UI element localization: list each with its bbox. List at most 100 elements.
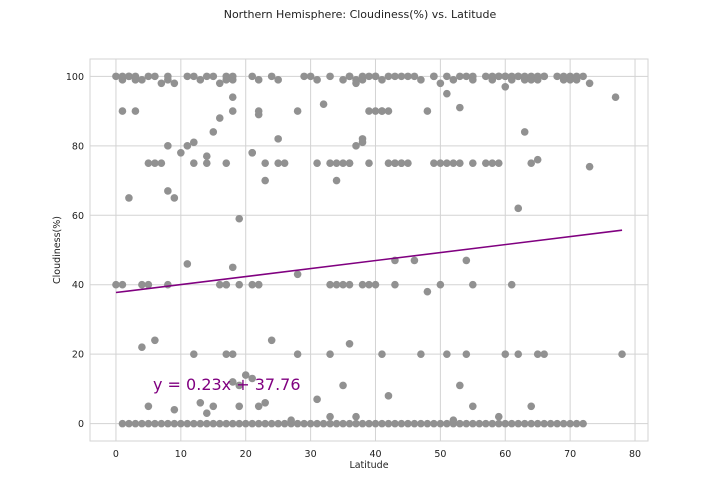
data-point — [326, 72, 334, 81]
data-point — [384, 392, 393, 400]
data-point — [527, 72, 536, 81]
data-point — [339, 280, 347, 289]
data-point — [494, 412, 503, 421]
data-point — [410, 419, 419, 428]
data-point — [443, 72, 451, 81]
data-point — [196, 419, 205, 428]
data-point — [345, 72, 354, 81]
data-point — [456, 419, 464, 428]
data-point — [131, 72, 140, 81]
data-point — [118, 107, 127, 115]
data-point — [527, 419, 536, 428]
data-point — [501, 419, 510, 428]
data-point — [417, 350, 425, 358]
data-point — [436, 419, 445, 428]
data-point — [579, 419, 587, 428]
x-tick-label: 30 — [305, 449, 317, 460]
data-point — [540, 350, 548, 358]
data-point — [423, 287, 432, 296]
data-point — [326, 419, 334, 428]
x-tick-label: 0 — [113, 449, 119, 460]
data-point — [209, 419, 218, 428]
x-tick-label: 50 — [434, 449, 446, 460]
y-tick-label: 80 — [72, 141, 84, 152]
data-point — [164, 419, 172, 428]
data-point — [378, 107, 386, 115]
data-point — [190, 159, 198, 167]
data-point — [151, 72, 159, 81]
data-point — [274, 135, 282, 143]
data-point — [618, 350, 626, 358]
data-point — [501, 350, 510, 358]
regression-equation: y = 0.23x + 37.76 — [153, 375, 301, 394]
data-point — [391, 419, 399, 428]
data-point — [514, 350, 523, 358]
data-point — [553, 72, 561, 81]
data-point — [157, 159, 166, 167]
data-point — [533, 419, 542, 428]
data-point — [248, 419, 257, 428]
data-point — [177, 148, 185, 157]
chart-title: Northern Hemisphere: Cloudiness(%) vs. L… — [224, 8, 497, 21]
data-point — [131, 419, 140, 428]
data-point — [144, 280, 153, 289]
data-point — [566, 76, 574, 84]
data-point — [494, 159, 503, 167]
data-point — [222, 419, 231, 428]
data-point — [274, 159, 282, 167]
data-point — [443, 419, 451, 428]
data-point — [611, 93, 620, 101]
data-point — [332, 280, 341, 289]
data-point — [462, 72, 471, 81]
data-point — [170, 194, 179, 202]
data-point — [494, 419, 503, 428]
data-point — [430, 159, 438, 167]
data-point — [326, 350, 334, 358]
data-point — [254, 76, 263, 84]
data-point — [151, 159, 159, 167]
regression-line — [115, 229, 623, 294]
x-tick-labels: 0 10 20 30 40 50 60 70 80 — [113, 449, 641, 460]
data-point — [157, 419, 166, 428]
data-point — [112, 280, 120, 289]
data-point — [456, 381, 464, 390]
data-point — [313, 419, 321, 428]
data-point — [326, 280, 334, 289]
data-point — [267, 336, 276, 345]
data-point — [170, 419, 179, 428]
data-point — [228, 107, 237, 115]
data-point — [287, 416, 295, 424]
data-point — [436, 79, 445, 88]
x-tick-label: 70 — [564, 449, 576, 460]
data-point — [261, 399, 269, 407]
data-point — [202, 419, 211, 428]
y-tick-label: 60 — [72, 211, 84, 222]
data-point — [125, 419, 133, 428]
data-point — [190, 138, 198, 147]
data-point — [228, 378, 237, 386]
data-point — [138, 280, 146, 289]
data-point — [164, 142, 172, 150]
data-point — [352, 79, 360, 88]
data-point — [443, 89, 451, 98]
data-point — [378, 76, 386, 84]
data-point — [144, 72, 153, 81]
data-point — [248, 72, 257, 81]
data-point — [190, 72, 198, 81]
data-point — [215, 79, 224, 88]
x-axis-label: Latitude — [349, 460, 388, 471]
x-tick-label: 60 — [499, 449, 511, 460]
data-point — [501, 82, 510, 91]
data-point — [553, 419, 561, 428]
data-point — [410, 256, 419, 265]
data-point — [170, 405, 179, 414]
data-point — [507, 419, 516, 428]
data-point — [138, 76, 146, 84]
data-point — [319, 100, 328, 108]
data-point — [520, 76, 529, 84]
data-point — [365, 72, 373, 81]
data-point — [423, 419, 432, 428]
data-point — [345, 339, 354, 348]
data-point — [293, 270, 302, 279]
